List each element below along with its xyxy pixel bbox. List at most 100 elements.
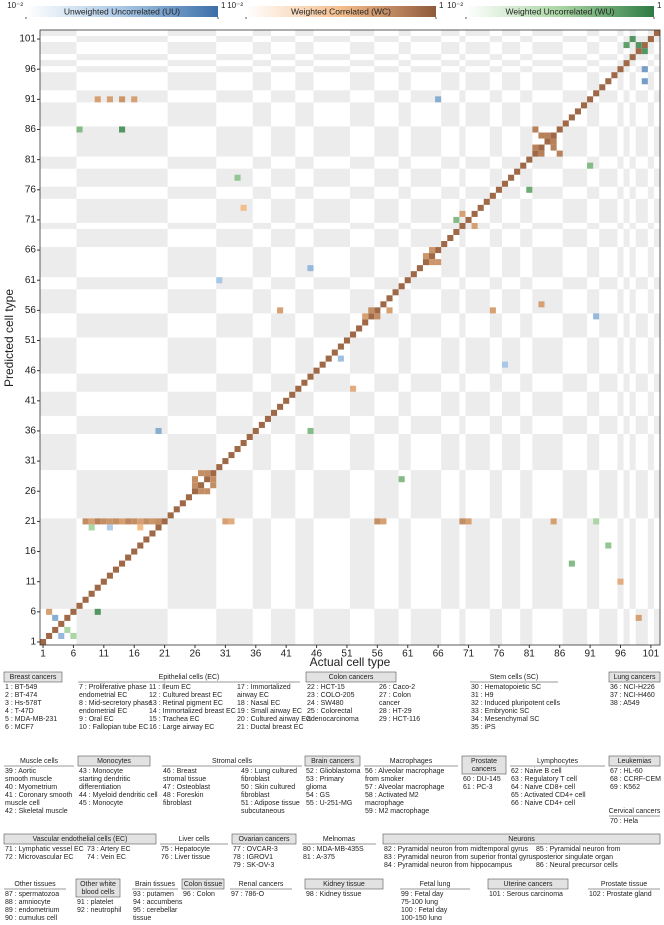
group-item: 76 : Liver tissue: [161, 854, 210, 861]
group-block: [459, 608, 466, 645]
heatmap-cell: [198, 482, 205, 489]
group-block: [635, 198, 648, 223]
group-item: 84 : Pyramidal neuron from hippocampus: [384, 862, 513, 869]
group-item: 77 : OVCAR-3: [233, 846, 278, 853]
heatmap-cell: [234, 174, 241, 181]
group-block: [562, 198, 588, 223]
colorbar-tick-label: 1: [657, 1, 662, 10]
heatmap-cell: [283, 397, 290, 404]
group-block: [465, 289, 490, 314]
group-block: [40, 186, 77, 199]
heatmap-cell: [100, 518, 107, 525]
group-item: 34 : Mesenchymal SC: [471, 716, 539, 723]
heatmap-cell: [112, 518, 120, 525]
group-item: 82 : Pyramidal neuron from midtemporal g…: [384, 846, 528, 853]
group-block: [520, 66, 533, 73]
group-block: [562, 313, 588, 338]
group-block: [629, 102, 636, 127]
group-block: [617, 156, 624, 169]
y-tick-label: 81: [25, 154, 37, 165]
group-block: [599, 228, 618, 248]
group-title: Melnomas: [323, 836, 356, 843]
heatmap-cell: [501, 180, 509, 187]
group-title: Colon cancers: [329, 674, 374, 681]
heatmap-cell: [94, 96, 101, 103]
group-block: [599, 198, 618, 223]
group-block: [653, 126, 660, 157]
group-block: [520, 313, 533, 338]
group-block: [216, 470, 253, 519]
group-block: [629, 42, 636, 55]
group-title: Prostate tissue: [601, 881, 647, 888]
group-block: [374, 228, 399, 248]
group-block: [501, 60, 521, 67]
group-item: 22 : HCT-15: [307, 684, 345, 691]
group-block: [295, 247, 314, 278]
group-title: Leukemias: [618, 758, 652, 765]
heatmap-cell: [623, 60, 630, 67]
group-title: Uterine cancers: [503, 881, 553, 888]
group-block: [489, 415, 502, 434]
heatmap-cell: [58, 632, 65, 639]
heatmap-cell: [106, 518, 113, 525]
group-block: [532, 289, 563, 314]
heatmap-cell: [337, 343, 344, 350]
group-block: [489, 228, 502, 248]
group-block: [629, 337, 636, 374]
x-tick-label: 76: [493, 649, 505, 660]
heatmap-cell: [501, 361, 509, 368]
heatmap-cell: [228, 452, 235, 459]
group-block: [350, 247, 375, 278]
group-item: 102 : Prostate gland: [589, 891, 652, 898]
colorbar-tick-label: 1: [221, 1, 226, 10]
heatmap-cell: [599, 84, 606, 91]
group-block: [441, 186, 460, 199]
heatmap-cell: [538, 132, 545, 139]
group-block: [216, 126, 253, 157]
group-title: Ovarian cancers: [239, 836, 290, 843]
group-item: 23 : COLO-205: [307, 692, 355, 699]
heatmap-cell: [64, 614, 71, 621]
heatmap-cell: [447, 235, 454, 242]
heatmap-cell: [386, 307, 393, 314]
heatmap-cell: [410, 271, 417, 278]
heatmap-cell: [191, 476, 199, 483]
heatmap-cell: [125, 554, 132, 561]
group-block: [532, 247, 563, 278]
group-title-box: [382, 833, 661, 845]
group-block: [489, 54, 502, 61]
group-block: [653, 373, 660, 392]
group-block: [40, 391, 77, 416]
group-block: [653, 608, 660, 645]
group-item: airway EC: [237, 692, 269, 699]
group-title: Prostate: [471, 758, 497, 765]
x-tick-label: 81: [524, 649, 536, 660]
group-block: [252, 433, 271, 471]
group-block: [270, 54, 296, 61]
heatmap-cell: [350, 385, 357, 392]
group-block: [350, 30, 375, 37]
group-item: 99 : Fetal day: [401, 891, 444, 898]
group-block: [532, 186, 563, 199]
group-block: [501, 222, 521, 229]
group-block: [617, 247, 624, 278]
group-title: Breast cancers: [10, 674, 57, 681]
group-item: 68 : CCRF-CEM: [610, 776, 661, 783]
group-block: [623, 66, 630, 73]
heatmap-cell: [617, 66, 624, 73]
heatmap-cell: [210, 482, 217, 489]
heatmap-cell: [429, 259, 436, 266]
group-item: 75 : Hepatocyte: [161, 846, 210, 853]
heatmap-cell: [137, 518, 144, 525]
group-title-box: [305, 671, 397, 683]
colorbar: [466, 6, 654, 17]
group-block: [216, 228, 253, 248]
group-block: [216, 277, 253, 290]
group-item: fibroblast: [163, 800, 191, 807]
y-tick-label: 46: [25, 365, 37, 376]
heatmap-cell: [307, 427, 314, 434]
group-block: [629, 518, 636, 609]
heatmap-cell: [435, 259, 442, 266]
group-block: [270, 313, 296, 338]
group-block: [653, 90, 660, 103]
